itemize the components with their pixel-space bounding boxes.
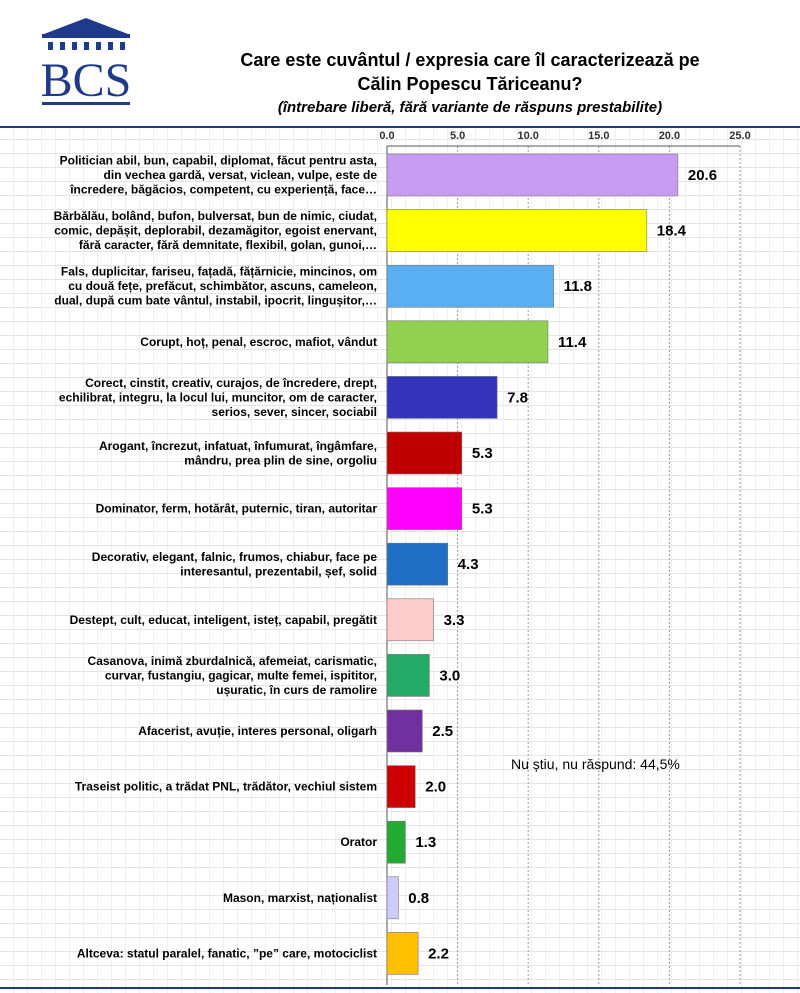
category-label: echilibrat, integru, la locul lui, munci… — [59, 390, 377, 404]
category-label: Casanova, inimă zburdalnică, afemeiat, c… — [88, 654, 377, 668]
data-label: 7.8 — [507, 389, 528, 406]
category-label: Destept, cult, educat, inteligent, isteț… — [70, 613, 377, 627]
header-rule — [0, 126, 800, 128]
data-label: 3.3 — [444, 612, 465, 629]
x-tick-label: 5.0 — [450, 130, 465, 142]
category-label: dual, după cum bate vântul, instabil, ip… — [54, 294, 377, 308]
category-label: Decorativ, elegant, falnic, frumos, chia… — [92, 550, 378, 564]
data-label: 2.0 — [425, 779, 446, 796]
category-label: Orator — [340, 835, 377, 849]
bar — [386, 320, 549, 364]
bar — [386, 209, 648, 252]
x-tick-label: 25.0 — [729, 130, 750, 142]
bar — [386, 542, 449, 586]
data-label: 20.6 — [688, 167, 717, 184]
bar — [386, 765, 416, 808]
category-label: Dominator, ferm, hotărât, puternic, tira… — [96, 502, 378, 516]
x-tick-label: 15.0 — [588, 130, 609, 142]
bar — [386, 654, 430, 697]
bar — [386, 876, 399, 920]
no-answer-note: Nu știu, nu răspund: 44,5% — [511, 756, 680, 772]
bar — [386, 820, 406, 864]
chart-title: Care este cuvântul / expresia care îl ca… — [150, 48, 790, 96]
category-label: serios, sever, sincer, sociabil — [212, 405, 377, 419]
category-label: comic, depășit, deplorabil, dezamăgitor,… — [54, 224, 377, 238]
data-label: 2.2 — [428, 945, 449, 962]
category-label: Corupt, hoț, penal, escroc, mafiot, vând… — [140, 335, 377, 349]
data-label: 2.5 — [432, 723, 453, 740]
data-label: 5.3 — [472, 445, 493, 462]
category-label: Mason, marxist, naționalist — [223, 891, 377, 905]
data-label: 18.4 — [657, 223, 687, 240]
x-tick-label: 0.0 — [379, 130, 394, 142]
category-label: Politician abil, bun, capabil, diplomat,… — [60, 154, 377, 168]
category-label: Bărbălău, bolând, bufon, bulversat, bun … — [54, 209, 377, 223]
category-label: Traseist politic, a trădat PNL, trădător… — [75, 780, 377, 794]
title-line-2: Călin Popescu Tăriceanu? — [357, 74, 583, 94]
logo-text: BCS — [41, 54, 132, 107]
bar — [386, 709, 423, 753]
x-tick-label: 20.0 — [659, 130, 680, 142]
bar — [386, 153, 679, 197]
header — [0, 0, 800, 127]
category-label: cu două fețe, prefăcut, schimbător, ascu… — [68, 279, 377, 293]
category-label: mândru, prea plin de sine, orgoliu — [184, 453, 377, 467]
title-line-1: Care este cuvântul / expresia care îl ca… — [240, 50, 700, 70]
bcs-logo: BCS — [41, 18, 132, 107]
x-tick-label: 10.0 — [517, 130, 538, 142]
bar — [386, 932, 419, 975]
category-label: din vechea gardă, versat, viclean, vulpe… — [104, 168, 378, 182]
category-label: Corect, cinstit, creativ, curajos, de în… — [85, 376, 377, 390]
bar — [386, 487, 463, 530]
bar — [386, 431, 463, 475]
category-label: Afacerist, avuție, interes personal, oli… — [138, 724, 377, 738]
data-label: 5.3 — [472, 501, 493, 518]
bar — [386, 264, 554, 308]
category-label: Fals, duplicitar, fariseu, fațadă, fățăr… — [61, 265, 377, 279]
category-label: curvar, fustangiu, gagicar, multe femei,… — [105, 668, 377, 682]
data-label: 4.3 — [458, 556, 479, 573]
data-label: 11.8 — [564, 278, 592, 295]
category-label: Arogant, încrezut, infatuat, înfumurat, … — [99, 439, 377, 453]
category-label: interesantul, prezentabil, șef, solid — [180, 564, 377, 578]
data-label: 1.3 — [415, 834, 436, 851]
data-label: 3.0 — [439, 667, 460, 684]
category-label: ușuratic, în curs de ramolire — [216, 683, 377, 697]
data-label: 0.8 — [408, 890, 429, 907]
category-label: Altceva: statul paralel, fanatic, ”pe” c… — [77, 946, 377, 960]
category-label: încredere, băgăcios, competent, cu exper… — [69, 183, 377, 197]
bar — [386, 376, 498, 419]
footer-rule — [0, 987, 800, 989]
category-label: fără caracter, fără demnitate, flexibil,… — [79, 238, 377, 252]
data-label: 11.4 — [558, 334, 587, 351]
chart-subtitle: (întrebare liberă, fără variante de răsp… — [277, 99, 663, 116]
bar — [386, 598, 434, 642]
